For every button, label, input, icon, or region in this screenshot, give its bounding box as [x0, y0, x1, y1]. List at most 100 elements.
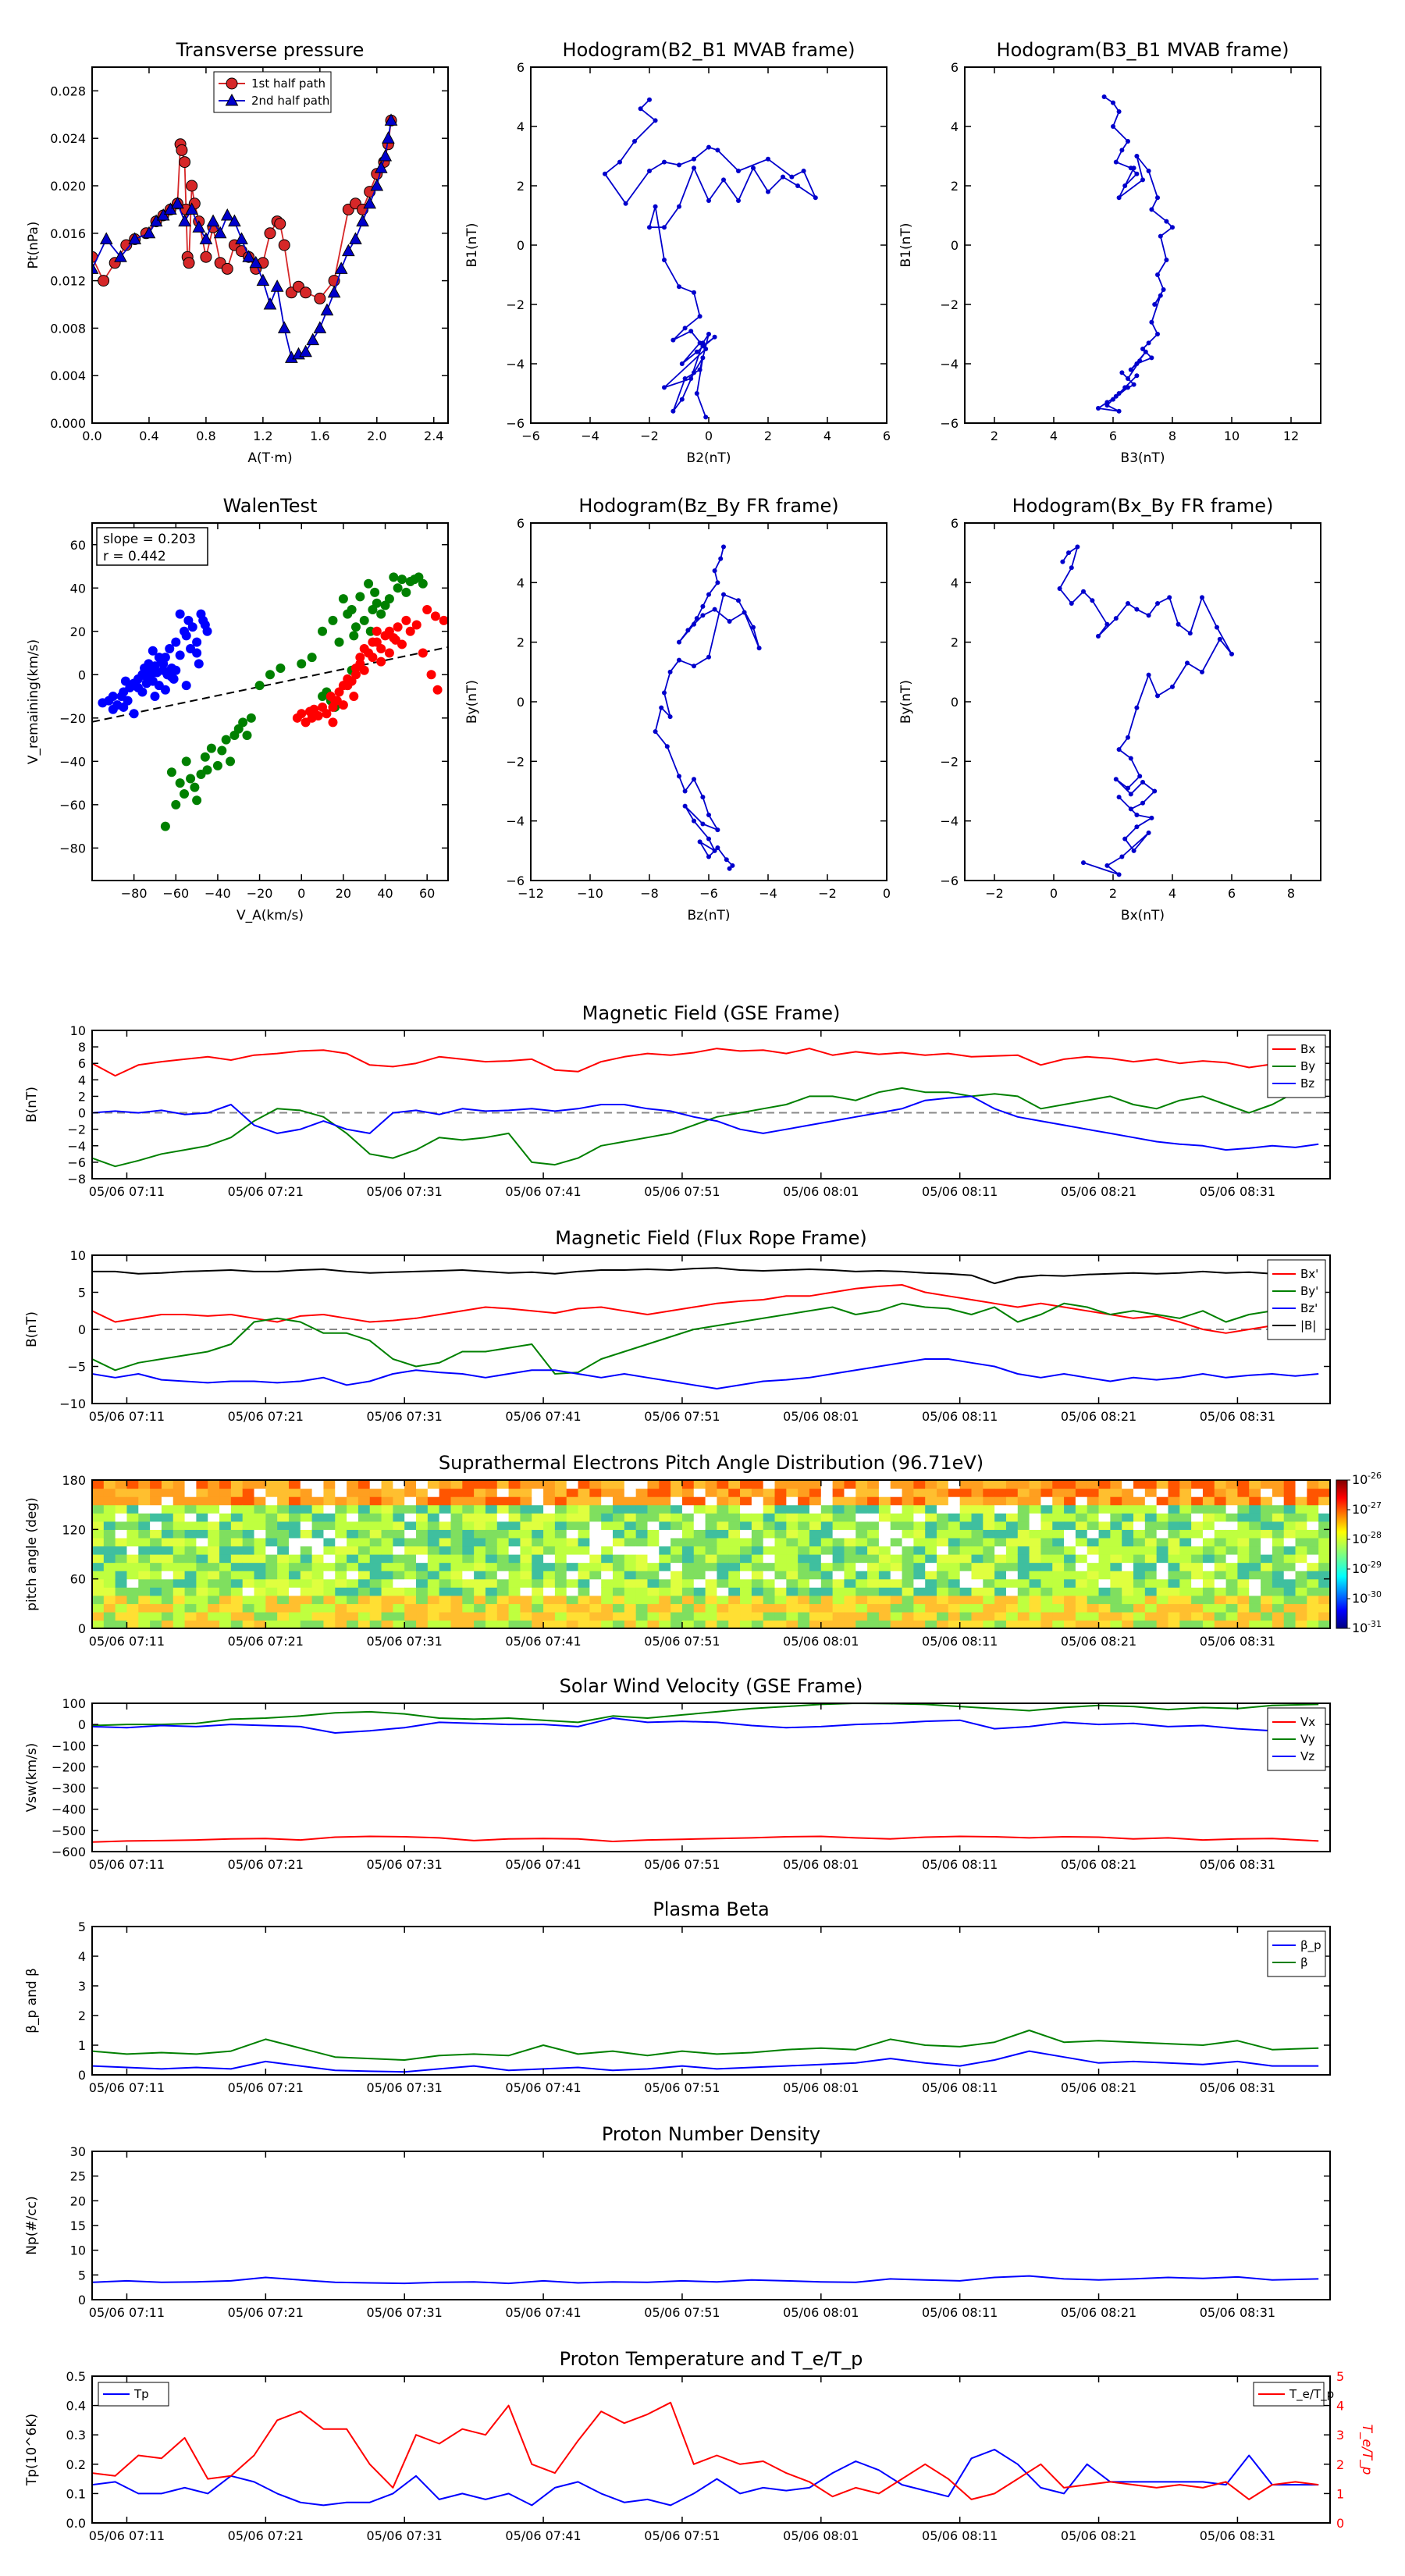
data-point-25 [653, 729, 658, 735]
heatmap-cell [184, 1595, 197, 1604]
heatmap-cell [427, 1603, 440, 1613]
heatmap-cell [347, 1595, 359, 1604]
heatmap-cell [1075, 1521, 1088, 1530]
heatmap-cell [659, 1529, 671, 1539]
data-point-0 [1060, 559, 1065, 564]
heatmap-cell [92, 1504, 105, 1514]
heatmap-cell [277, 1554, 290, 1564]
heatmap-cell [1156, 1554, 1169, 1564]
heatmap-cell [450, 1620, 463, 1628]
heatmap-cell [416, 1571, 429, 1580]
heatmap-cell [705, 1529, 718, 1539]
legend-label: By [1300, 1059, 1315, 1073]
series-vx [92, 1835, 1319, 1843]
data-point-2 [114, 250, 127, 262]
heatmap-cell [115, 1587, 128, 1596]
heatmap-cell [219, 1603, 232, 1613]
x-tick-label: 05/06 08:01 [783, 1634, 859, 1649]
data-point-26 [299, 344, 312, 358]
heatmap-cell [1214, 1603, 1227, 1613]
heatmap-cell [1133, 1562, 1146, 1571]
heatmap-cell [693, 1496, 706, 1506]
heatmap-cell [740, 1529, 752, 1539]
heatmap-cell [230, 1595, 244, 1604]
heatmap-cell [450, 1504, 463, 1514]
heatmap-cell [1191, 1620, 1204, 1628]
data-point-41 [372, 598, 382, 608]
heatmap-cell [1179, 1513, 1192, 1522]
data-point-42 [1134, 824, 1140, 830]
data-point-45 [1146, 830, 1151, 835]
heatmap-cell [728, 1578, 741, 1588]
heatmap-cell [786, 1595, 799, 1604]
data-point-31 [411, 620, 422, 630]
heatmap-cell [589, 1537, 602, 1547]
heatmap-cell [693, 1595, 706, 1604]
heatmap-cell [994, 1620, 1007, 1628]
data-point-25 [692, 165, 696, 171]
heatmap-cell [624, 1587, 637, 1596]
heatmap-cell [485, 1554, 498, 1564]
heatmap-cell [1295, 1587, 1307, 1596]
heatmap-cell [751, 1603, 764, 1613]
heatmap-cell [786, 1496, 799, 1506]
heatmap-cell [1214, 1546, 1227, 1555]
heatmap-cell [543, 1554, 556, 1564]
heatmap-cell [728, 1537, 741, 1547]
data-point-36 [359, 615, 369, 625]
heatmap-cell [554, 1521, 567, 1530]
data-point-14 [756, 646, 762, 651]
heatmap-cell [809, 1603, 822, 1613]
heatmap-cell [601, 1578, 614, 1588]
heatmap-cell [381, 1480, 393, 1489]
series-vz [92, 1717, 1319, 1734]
heatmap-cell [485, 1529, 498, 1539]
heatmap-cell [427, 1521, 440, 1530]
y-tick-label: −4 [67, 1139, 86, 1154]
heatmap-cell [705, 1537, 718, 1547]
heatmap-cell [1283, 1611, 1297, 1621]
heatmap-cell [1179, 1488, 1192, 1497]
data-point-45 [1122, 385, 1128, 390]
heatmap-cell [103, 1603, 116, 1613]
data-point-29 [181, 631, 191, 641]
heatmap-cell [230, 1529, 244, 1539]
heatmap-cell [809, 1529, 822, 1539]
plot-area [603, 97, 818, 420]
heatmap-cell [393, 1611, 405, 1621]
data-point-legend-1 [225, 93, 239, 106]
heatmap-cell [1122, 1595, 1134, 1604]
heatmap-cell [844, 1562, 856, 1571]
heatmap-cell [369, 1480, 382, 1489]
data-point-36 [688, 329, 694, 334]
heatmap-cell [381, 1611, 393, 1621]
data-point-13 [1146, 613, 1151, 618]
data-point-33 [422, 605, 432, 615]
heatmap-cell [1087, 1513, 1100, 1522]
heatmap-cell [103, 1620, 116, 1628]
heatmap-cell [115, 1546, 128, 1555]
data-point-12 [206, 743, 216, 753]
heatmap-cell [1179, 1562, 1192, 1571]
legend-label: Bx [1300, 1042, 1315, 1056]
heatmap-cell [1133, 1571, 1146, 1580]
y-tick-label: 2 [517, 179, 525, 194]
heatmap-cell [659, 1595, 671, 1604]
heatmap-cell [92, 1529, 105, 1539]
chart-title: Plasma Beta [653, 1898, 769, 1920]
heatmap-cell [566, 1587, 579, 1596]
y-tick-label: −500 [52, 1823, 86, 1838]
heatmap-cell [832, 1620, 845, 1628]
heatmap-cell [1318, 1571, 1330, 1580]
heatmap-cell [196, 1496, 208, 1506]
data-point-42 [376, 609, 386, 619]
heatmap-cell [566, 1554, 579, 1564]
heatmap-cell [300, 1529, 313, 1539]
data-point-10 [200, 752, 210, 762]
heatmap-cell [647, 1488, 660, 1497]
y-tick-label: −2 [940, 297, 959, 312]
heatmap-cell [1214, 1562, 1227, 1571]
heatmap-cell [323, 1603, 336, 1613]
heatmap-cell [161, 1537, 174, 1547]
series-2ndhalfpath [92, 113, 398, 363]
